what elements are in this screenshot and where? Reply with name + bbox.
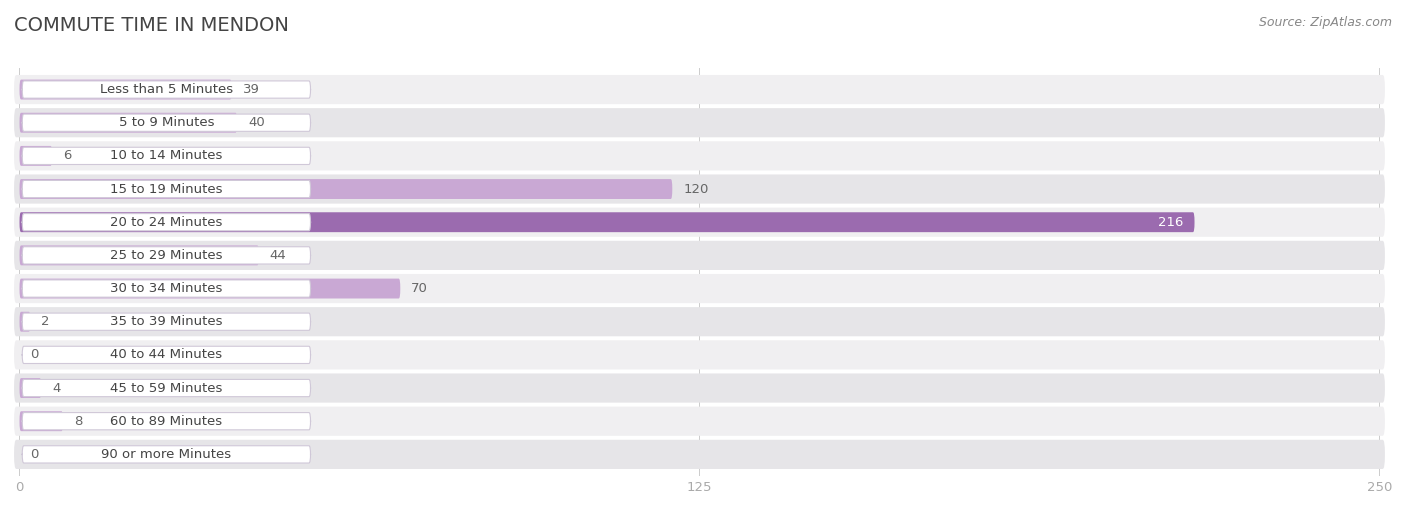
FancyBboxPatch shape bbox=[22, 81, 311, 98]
FancyBboxPatch shape bbox=[22, 280, 311, 297]
Text: 90 or more Minutes: 90 or more Minutes bbox=[101, 448, 232, 461]
Text: 120: 120 bbox=[683, 183, 709, 196]
Text: Source: ZipAtlas.com: Source: ZipAtlas.com bbox=[1258, 16, 1392, 29]
Text: 216: 216 bbox=[1159, 215, 1184, 229]
FancyBboxPatch shape bbox=[22, 313, 311, 331]
FancyBboxPatch shape bbox=[20, 113, 238, 133]
FancyBboxPatch shape bbox=[22, 213, 311, 231]
FancyBboxPatch shape bbox=[22, 147, 311, 165]
FancyBboxPatch shape bbox=[14, 241, 1385, 270]
FancyBboxPatch shape bbox=[20, 146, 52, 166]
FancyBboxPatch shape bbox=[14, 406, 1385, 436]
FancyBboxPatch shape bbox=[22, 446, 311, 463]
Text: 5 to 9 Minutes: 5 to 9 Minutes bbox=[118, 116, 214, 129]
FancyBboxPatch shape bbox=[20, 179, 672, 199]
FancyBboxPatch shape bbox=[20, 212, 1195, 232]
FancyBboxPatch shape bbox=[14, 75, 1385, 104]
Text: 45 to 59 Minutes: 45 to 59 Minutes bbox=[110, 382, 222, 394]
Text: 2: 2 bbox=[41, 315, 49, 328]
FancyBboxPatch shape bbox=[14, 307, 1385, 336]
FancyBboxPatch shape bbox=[20, 79, 232, 99]
Text: 40: 40 bbox=[247, 116, 264, 129]
Text: 6: 6 bbox=[63, 150, 72, 162]
FancyBboxPatch shape bbox=[20, 312, 31, 332]
Text: 35 to 39 Minutes: 35 to 39 Minutes bbox=[110, 315, 222, 328]
Text: 20 to 24 Minutes: 20 to 24 Minutes bbox=[110, 215, 222, 229]
FancyBboxPatch shape bbox=[22, 114, 311, 131]
FancyBboxPatch shape bbox=[14, 373, 1385, 403]
FancyBboxPatch shape bbox=[14, 274, 1385, 303]
FancyBboxPatch shape bbox=[14, 208, 1385, 237]
FancyBboxPatch shape bbox=[14, 141, 1385, 170]
FancyBboxPatch shape bbox=[20, 279, 401, 299]
Text: 39: 39 bbox=[243, 83, 260, 96]
Text: 70: 70 bbox=[411, 282, 427, 295]
FancyBboxPatch shape bbox=[22, 379, 311, 396]
Text: 60 to 89 Minutes: 60 to 89 Minutes bbox=[110, 415, 222, 428]
Text: 30 to 34 Minutes: 30 to 34 Minutes bbox=[110, 282, 222, 295]
FancyBboxPatch shape bbox=[20, 245, 259, 265]
FancyBboxPatch shape bbox=[20, 411, 63, 431]
Text: 44: 44 bbox=[270, 249, 287, 262]
Text: 0: 0 bbox=[31, 448, 39, 461]
Text: 15 to 19 Minutes: 15 to 19 Minutes bbox=[110, 183, 222, 196]
FancyBboxPatch shape bbox=[22, 247, 311, 264]
FancyBboxPatch shape bbox=[14, 340, 1385, 369]
Text: Less than 5 Minutes: Less than 5 Minutes bbox=[100, 83, 233, 96]
Text: 0: 0 bbox=[31, 348, 39, 361]
FancyBboxPatch shape bbox=[20, 378, 41, 398]
FancyBboxPatch shape bbox=[14, 175, 1385, 203]
FancyBboxPatch shape bbox=[22, 346, 311, 363]
Text: COMMUTE TIME IN MENDON: COMMUTE TIME IN MENDON bbox=[14, 16, 290, 35]
FancyBboxPatch shape bbox=[22, 180, 311, 198]
Text: 4: 4 bbox=[52, 382, 60, 394]
FancyBboxPatch shape bbox=[14, 108, 1385, 138]
Text: 8: 8 bbox=[75, 415, 83, 428]
Text: 10 to 14 Minutes: 10 to 14 Minutes bbox=[110, 150, 222, 162]
Text: 40 to 44 Minutes: 40 to 44 Minutes bbox=[110, 348, 222, 361]
Text: 25 to 29 Minutes: 25 to 29 Minutes bbox=[110, 249, 222, 262]
FancyBboxPatch shape bbox=[14, 440, 1385, 469]
FancyBboxPatch shape bbox=[22, 413, 311, 430]
